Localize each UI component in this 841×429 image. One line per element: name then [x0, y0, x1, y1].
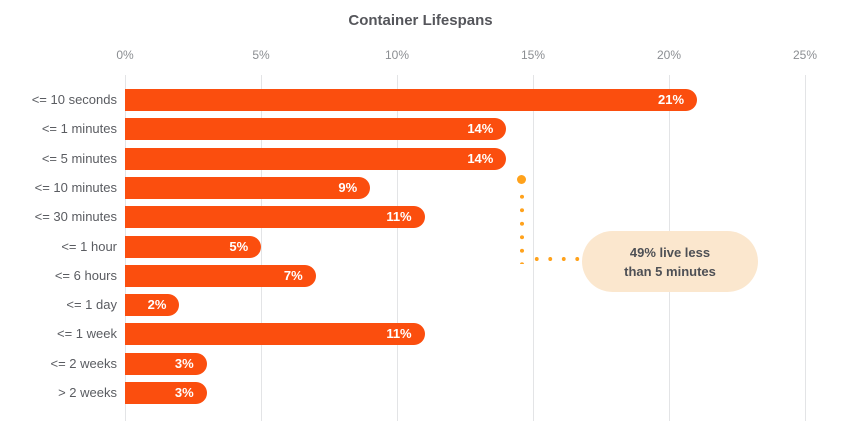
category-label: > 2 weeks: [58, 385, 117, 400]
annotation-line-1: 49% live less: [629, 244, 711, 260]
gridline: [805, 75, 806, 421]
bar-row: <= 1 day 2%: [0, 294, 841, 317]
bar: 11%: [125, 206, 425, 229]
bar-row: <= 1 week 11%: [0, 323, 841, 346]
x-axis-tick: 0%: [116, 48, 134, 62]
bar-value-label: 3%: [174, 385, 194, 400]
category-label: <= 10 minutes: [34, 179, 117, 195]
bar-value-label: 9%: [338, 179, 358, 195]
gridline: [533, 75, 534, 421]
x-axis-tick: 10%: [384, 48, 410, 62]
x-axis-tick: 25%: [792, 48, 818, 62]
chart-title: Container Lifespans: [348, 12, 493, 29]
gridline: [397, 75, 398, 421]
bar: 5%: [125, 235, 262, 258]
bar-row: > 2 weeks 3%: [0, 382, 841, 404]
bar: 14%: [125, 147, 507, 170]
bar-value-label: 5%: [229, 238, 249, 254]
category-label: <= 1 hour: [61, 238, 117, 254]
bar-value-label: 11%: [386, 209, 412, 225]
bar-value-label: 7%: [283, 267, 303, 283]
category-label: <= 10 seconds: [31, 92, 117, 107]
x-axis-tick: 5%: [252, 48, 270, 62]
category-label: <= 6 hours: [54, 267, 117, 283]
category-label: <= 1 week: [57, 326, 117, 342]
gridline: [261, 75, 262, 421]
bar-row: <= 10 seconds 21%: [0, 89, 841, 111]
bar: 14%: [125, 118, 507, 141]
bar: 3%: [125, 352, 207, 375]
x-axis-tick: 15%: [520, 48, 546, 62]
bar: 11%: [125, 323, 425, 346]
bar-value-label: 21%: [658, 92, 685, 107]
bar-value-label: 14%: [467, 150, 494, 166]
x-axis-tick: 20%: [656, 48, 682, 62]
bar-row: <= 1 minutes 14%: [0, 118, 841, 141]
x-axis: 0% 5% 10% 15% 20% 25%: [0, 48, 841, 62]
bar: 9%: [125, 176, 371, 199]
bar: 21%: [125, 89, 698, 111]
bar: 2%: [125, 294, 180, 317]
bar-row: <= 30 minutes 11%: [0, 206, 841, 229]
bar-row: <= 2 weeks 3%: [0, 352, 841, 375]
annotation-line-2: than 5 minutes: [624, 263, 716, 279]
callout-dotted-line-horizontal: [530, 257, 580, 261]
bar-value-label: 3%: [174, 355, 194, 371]
callout-dotted-line-vertical: [519, 190, 524, 264]
category-label: <= 2 weeks: [50, 355, 118, 371]
category-label: <= 1 minutes: [41, 121, 117, 137]
bar-value-label: 11%: [386, 326, 412, 342]
category-label: <= 30 minutes: [34, 209, 117, 225]
bar-row: <= 1 hour 5%: [0, 235, 841, 258]
bar: 7%: [125, 264, 316, 287]
bar-value-label: 2%: [147, 297, 167, 313]
bar: 3%: [125, 382, 207, 404]
bar-row: <= 10 minutes 9%: [0, 176, 841, 199]
annotation-callout: 49% live less than 5 minutes: [582, 231, 758, 292]
category-label: <= 1 day: [66, 297, 117, 313]
bar-value-label: 14%: [467, 121, 494, 137]
bar-row: <= 6 hours 7%: [0, 264, 841, 287]
category-label: <= 5 minutes: [41, 150, 117, 166]
bar-row: <= 5 minutes 14%: [0, 147, 841, 170]
callout-anchor-dot: [517, 175, 526, 184]
